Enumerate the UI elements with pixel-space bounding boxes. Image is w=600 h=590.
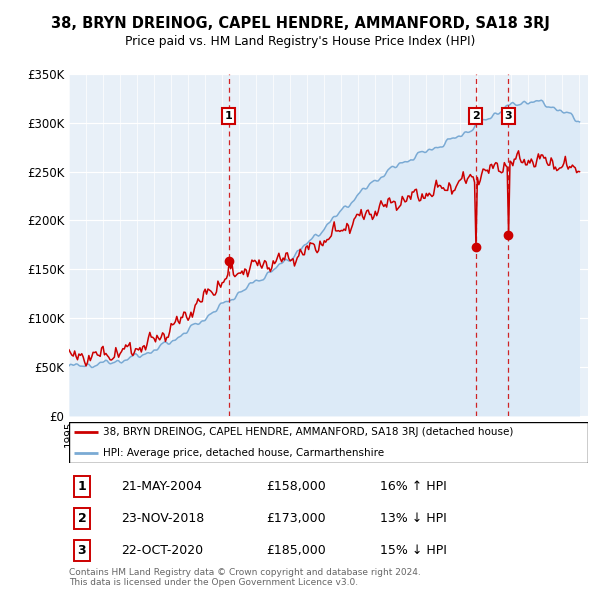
Text: Contains HM Land Registry data © Crown copyright and database right 2024.
This d: Contains HM Land Registry data © Crown c… — [69, 568, 421, 587]
Text: 15% ↓ HPI: 15% ↓ HPI — [380, 544, 447, 557]
Text: 22-OCT-2020: 22-OCT-2020 — [121, 544, 203, 557]
Text: Price paid vs. HM Land Registry's House Price Index (HPI): Price paid vs. HM Land Registry's House … — [125, 35, 475, 48]
Text: 21-MAY-2004: 21-MAY-2004 — [121, 480, 202, 493]
Text: £173,000: £173,000 — [266, 512, 326, 525]
Text: 23-NOV-2018: 23-NOV-2018 — [121, 512, 204, 525]
Text: £185,000: £185,000 — [266, 544, 326, 557]
Text: 2: 2 — [472, 111, 479, 121]
Text: 1: 1 — [77, 480, 86, 493]
Text: 13% ↓ HPI: 13% ↓ HPI — [380, 512, 447, 525]
Text: 2: 2 — [77, 512, 86, 525]
Text: 3: 3 — [505, 111, 512, 121]
Text: 3: 3 — [77, 544, 86, 557]
FancyBboxPatch shape — [69, 422, 588, 463]
Text: 1: 1 — [225, 111, 232, 121]
Text: £158,000: £158,000 — [266, 480, 326, 493]
Text: HPI: Average price, detached house, Carmarthenshire: HPI: Average price, detached house, Carm… — [103, 448, 384, 458]
Text: 38, BRYN DREINOG, CAPEL HENDRE, AMMANFORD, SA18 3RJ: 38, BRYN DREINOG, CAPEL HENDRE, AMMANFOR… — [50, 16, 550, 31]
Text: 16% ↑ HPI: 16% ↑ HPI — [380, 480, 447, 493]
Text: 38, BRYN DREINOG, CAPEL HENDRE, AMMANFORD, SA18 3RJ (detached house): 38, BRYN DREINOG, CAPEL HENDRE, AMMANFOR… — [103, 427, 513, 437]
